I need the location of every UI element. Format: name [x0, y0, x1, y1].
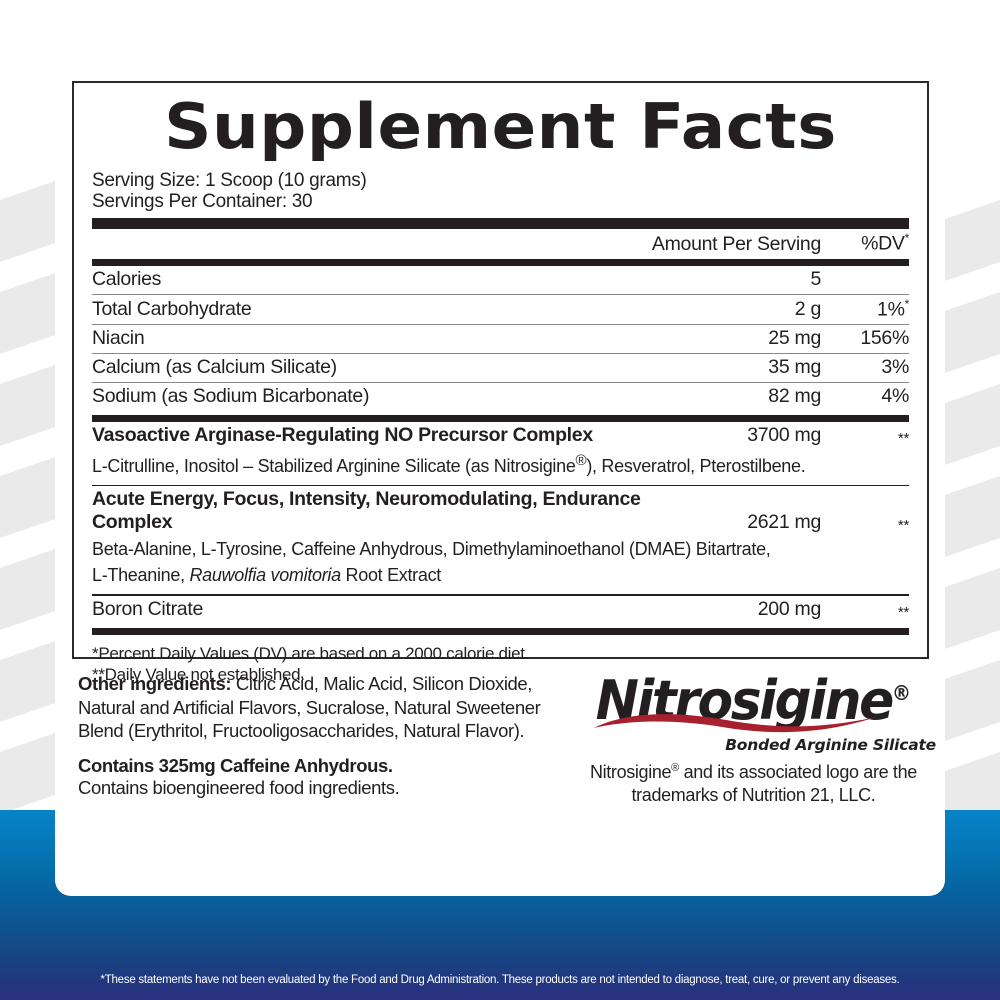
- row-dv: 4%: [881, 385, 909, 408]
- blend-detail-row: L-Theanine, Rauwolfia vomitoria Root Ext…: [92, 563, 909, 589]
- trademark-note-pre: Nitrosigine: [589, 762, 672, 782]
- nitrosigine-tagline: Bonded Arginine Silicate: [725, 736, 936, 754]
- header-dv-text: %DV: [861, 232, 905, 255]
- row-amount: 2 g: [697, 294, 827, 326]
- serving-size: Serving Size: 1 Scoop (10 grams): [92, 169, 367, 191]
- blend-line2-botanical: Rauwolfia vomitoria: [189, 565, 341, 586]
- row-dv: **: [897, 603, 909, 621]
- blend-amount: 2621 mg: [747, 511, 821, 534]
- blend-line2-pre: L-Theanine,: [92, 565, 190, 586]
- single-ingredient-table: Boron Citrate 200 mg **: [92, 596, 909, 624]
- blend-amount: 3700 mg: [747, 424, 821, 447]
- header-dv-asterisk: *: [904, 231, 910, 246]
- blend-table-2: Acute Energy, Focus, Intensity, Neuromod…: [92, 486, 909, 589]
- row-name: Calcium (as Calcium Silicate): [92, 353, 697, 384]
- blend-dv: **: [897, 517, 909, 535]
- header-amount-per-serving: Amount Per Serving: [651, 232, 821, 255]
- other-ingredients-column: Other ingredients: Citric Acid, Malic Ac…: [78, 672, 543, 806]
- caffeine-statement: Contains 325mg Caffeine Anhydrous.: [78, 755, 393, 777]
- nitrosigine-wordmark-text: Nitrosigine: [595, 669, 895, 732]
- row-name: Sodium (as Sodium Bicarbonate): [92, 385, 370, 408]
- row-dv-asterisk: *: [904, 296, 910, 311]
- serving-info: Serving Size: 1 Scoop (10 grams) Serving…: [92, 170, 909, 213]
- footnote-percent-dv: *Percent Daily Values (DV) are based on …: [92, 643, 530, 663]
- other-ingredients-paragraph: Other ingredients: Citric Acid, Malic Ac…: [78, 672, 543, 743]
- divider-medium-blends: [92, 415, 909, 423]
- blend-line2-post: Root Extract: [340, 565, 442, 586]
- nitrosigine-logo: Nitrosigine®: [593, 674, 912, 733]
- fda-disclaimer: *These statements have not been evaluate…: [100, 974, 900, 986]
- row-name: Niacin: [92, 324, 697, 355]
- row-amount: 25 mg: [697, 324, 827, 355]
- row-dv: 3%: [827, 353, 909, 384]
- registered-mark-icon: ®: [575, 452, 587, 470]
- blend-ingredients-line-1: Beta-Alanine, L-Tyrosine, Caffeine Anhyd…: [92, 539, 771, 560]
- table-row: Boron Citrate 200 mg **: [92, 596, 909, 624]
- blend-detail-row: Beta-Alanine, L-Tyrosine, Caffeine Anhyd…: [92, 537, 909, 563]
- registered-mark-icon: ®: [891, 681, 912, 705]
- table-header-row: Amount Per Serving %DV*: [92, 229, 909, 259]
- other-ingredients-body: Citric Acid, Malic Acid, Silicon Dioxide…: [78, 673, 541, 742]
- row-name: Calories: [92, 265, 697, 295]
- row-name: Boron Citrate: [92, 597, 203, 620]
- table-row: Calcium (as Calcium Silicate) 35 mg 3%: [92, 353, 909, 384]
- nutrient-rows-table: Calories 5 Total Carbohydrate 2 g 1%* Ni…: [92, 265, 910, 412]
- bioengineered-statement: Contains bioengineered food ingredients.: [78, 777, 400, 799]
- blend-ingredients-post: ), Resveratrol, Pterostilbene.: [586, 456, 806, 477]
- divider-thin-1: [92, 484, 909, 487]
- divider-medium-under-header: [92, 258, 909, 266]
- row-amount: 82 mg: [768, 385, 821, 408]
- row-dv-value: 1%: [877, 298, 905, 321]
- blend-ingredients-line-2: L-Theanine, Rauwolfia vomitoria Root Ext…: [92, 563, 909, 589]
- row-name: Total Carbohydrate: [92, 294, 697, 326]
- nutrition-table: Amount Per Serving %DV*: [92, 229, 909, 259]
- table-row: Sodium (as Sodium Bicarbonate) 82 mg 4%: [92, 383, 909, 412]
- header-percent-dv: %DV*: [827, 229, 909, 259]
- blend-ingredients: L-Citrulline, Inositol – Stabilized Argi…: [92, 450, 909, 480]
- nitrosigine-trademark-note: Nitrosigine® and its associated logo are…: [569, 761, 938, 806]
- divider-medium-bottom: [92, 627, 909, 635]
- table-row: Niacin 25 mg 156%: [92, 324, 909, 355]
- supplement-facts-panel: Supplement Facts Serving Size: 1 Scoop (…: [72, 81, 929, 684]
- blend-dv: **: [897, 430, 909, 448]
- servings-per-container: Servings Per Container: 30: [92, 191, 313, 213]
- blend-row: Acute Energy, Focus, Intensity, Neuromod…: [92, 486, 909, 537]
- blend-name: Vasoactive Arginase-Regulating NO Precur…: [92, 424, 593, 447]
- trademark-note-post: and its associated logo are the trademar…: [631, 762, 917, 805]
- header-spacer: [92, 229, 652, 259]
- footnotes: *Percent Daily Values (DV) are based on …: [92, 644, 909, 685]
- footnote-dv-not-established: **Daily Value not established.: [92, 664, 305, 684]
- table-row: Calories 5: [92, 265, 909, 295]
- table-row: Total Carbohydrate 2 g 1%*: [92, 294, 910, 326]
- blend-detail-row: L-Citrulline, Inositol – Stabilized Argi…: [92, 450, 909, 480]
- page-title: Supplement Facts: [164, 90, 837, 163]
- blend-ingredients-pre: L-Citrulline, Inositol – Stabilized Argi…: [92, 456, 576, 477]
- nitrosigine-block: Nitrosigine® Bonded Arginine Silicate Ni…: [569, 672, 938, 806]
- row-dv: 1%*: [827, 294, 910, 326]
- registered-mark-icon: ®: [671, 762, 679, 774]
- blend-row: Vasoactive Arginase-Regulating NO Precur…: [92, 422, 909, 450]
- row-dv: [827, 265, 909, 295]
- blend-name: Acute Energy, Focus, Intensity, Neuromod…: [92, 488, 641, 534]
- blend-table-1: Vasoactive Arginase-Regulating NO Precur…: [92, 422, 909, 480]
- other-ingredients-label: Other ingredients:: [78, 673, 232, 694]
- row-dv: 156%: [827, 324, 909, 355]
- row-amount: 35 mg: [697, 353, 827, 384]
- lower-content: Other ingredients: Citric Acid, Malic Ac…: [78, 672, 938, 806]
- row-amount: 5: [697, 265, 827, 295]
- divider-thick-top: [92, 218, 909, 230]
- row-amount: 200 mg: [757, 597, 822, 620]
- divider-thin-2: [92, 594, 909, 596]
